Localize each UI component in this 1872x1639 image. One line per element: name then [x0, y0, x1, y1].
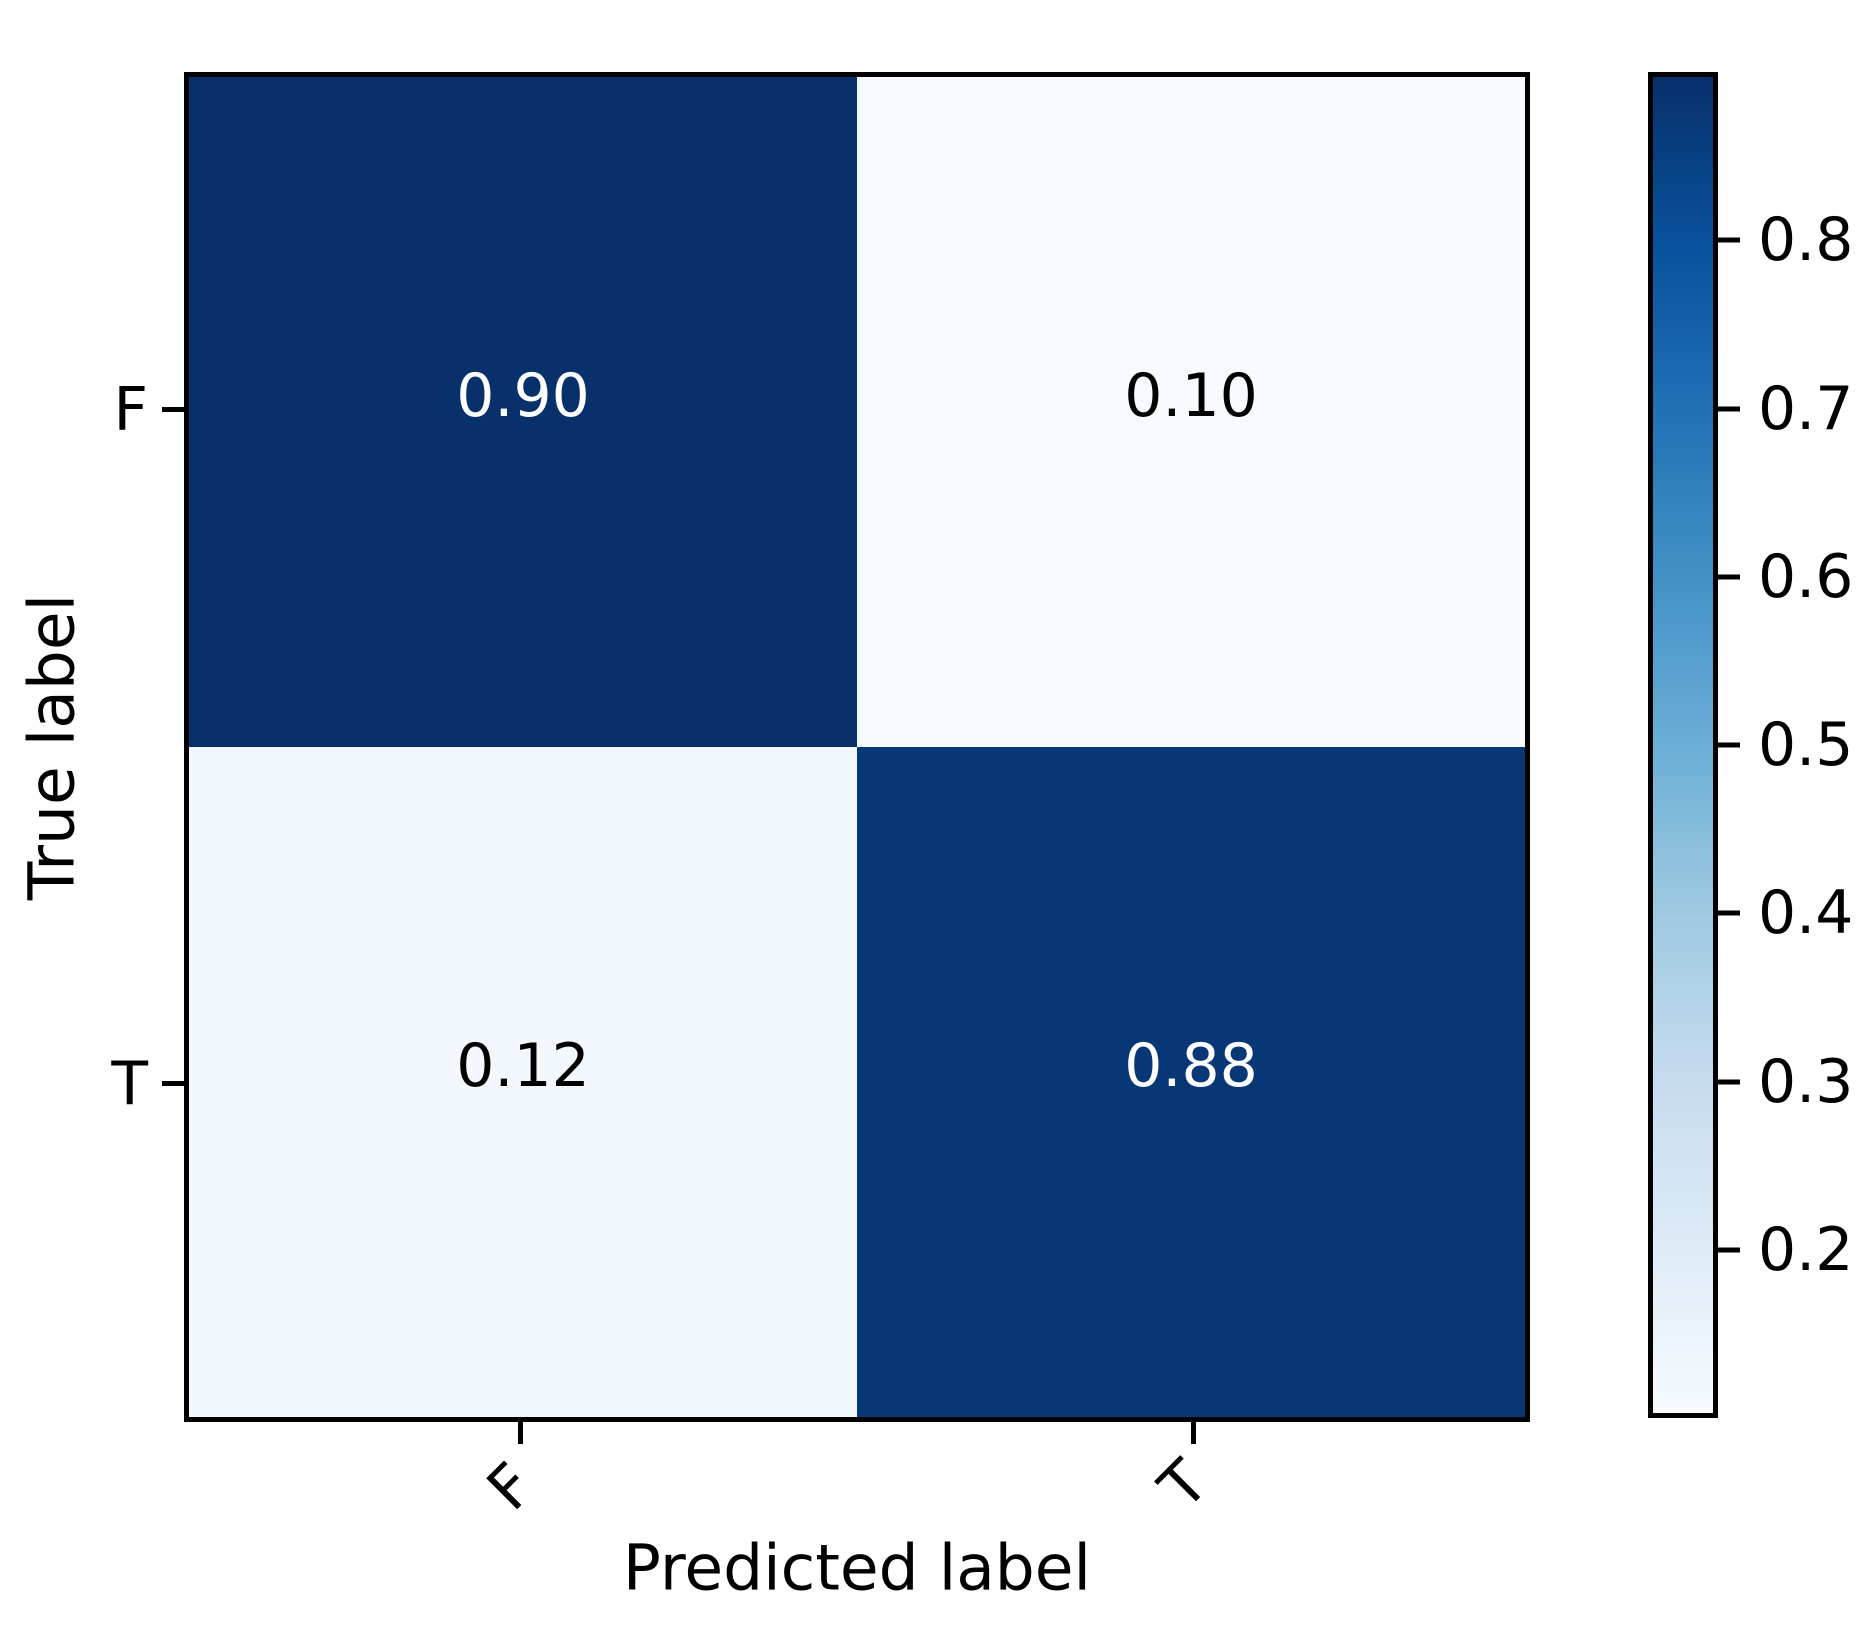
- colorbar-tick-mark: [1718, 910, 1740, 916]
- matrix-cell-true-f-pred-t: 0.10: [857, 77, 1525, 747]
- colorbar-tick-label: 0.4: [1758, 878, 1854, 949]
- y-tick-label-t: T: [111, 1049, 148, 1119]
- y-tick-mark-t: [162, 1081, 184, 1086]
- heatmap-axes: 0.90 0.10 0.12 0.88: [184, 72, 1530, 1422]
- matrix-cell-true-f-pred-f: 0.90: [189, 77, 857, 747]
- colorbar-tick-label: 0.6: [1758, 541, 1854, 612]
- matrix-cell-true-t-pred-t: 0.88: [857, 747, 1525, 1417]
- colorbar-tick-label: 0.5: [1758, 710, 1854, 780]
- x-tick-mark-t: [1191, 1422, 1196, 1444]
- x-tick-label-t: T: [1146, 1447, 1222, 1523]
- colorbar-tick-label: 0.3: [1758, 1046, 1854, 1117]
- colorbar-tick-label: 0.2: [1758, 1214, 1854, 1285]
- colorbar: [1648, 72, 1718, 1418]
- colorbar-tick-mark: [1718, 742, 1740, 748]
- y-axis-title: True label: [15, 593, 89, 901]
- colorbar-tick-mark: [1718, 406, 1740, 411]
- colorbar-tick-mark: [1718, 1079, 1740, 1084]
- cell-value-label: 0.88: [1124, 1031, 1258, 1101]
- colorbar-tick-mark: [1718, 237, 1740, 243]
- x-tick-label-f: F: [474, 1450, 548, 1524]
- colorbar-tick-label: 0.8: [1758, 205, 1854, 276]
- cell-value-label: 0.90: [456, 361, 590, 431]
- cell-value-label: 0.10: [1124, 361, 1258, 431]
- y-tick-mark-f: [162, 407, 184, 412]
- colorbar-tick-mark: [1718, 574, 1740, 580]
- x-tick-mark-f: [518, 1422, 523, 1444]
- colorbar-tick-label: 0.7: [1758, 373, 1854, 444]
- y-tick-label-f: F: [113, 375, 148, 445]
- x-axis-title: Predicted label: [622, 1531, 1092, 1605]
- matrix-cell-true-t-pred-f: 0.12: [189, 747, 857, 1417]
- cell-value-label: 0.12: [456, 1031, 590, 1101]
- colorbar-tick-mark: [1718, 1247, 1740, 1253]
